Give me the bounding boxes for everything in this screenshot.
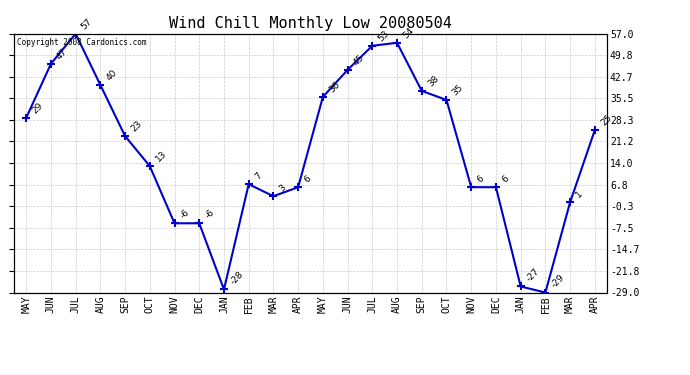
Text: 29: 29 xyxy=(30,101,45,115)
Text: 3: 3 xyxy=(277,183,288,194)
Text: 47: 47 xyxy=(55,46,70,61)
Text: 25: 25 xyxy=(599,113,613,127)
Text: 23: 23 xyxy=(129,119,144,133)
Text: 35: 35 xyxy=(451,82,465,97)
Text: 45: 45 xyxy=(352,53,366,67)
Text: 6: 6 xyxy=(500,174,511,184)
Text: 1: 1 xyxy=(574,189,584,200)
Text: -6: -6 xyxy=(179,208,191,220)
Text: -27: -27 xyxy=(525,267,542,284)
Text: -28: -28 xyxy=(228,270,245,287)
Text: 36: 36 xyxy=(327,80,342,94)
Text: 6: 6 xyxy=(475,174,486,184)
Text: 54: 54 xyxy=(401,26,415,40)
Text: 6: 6 xyxy=(302,174,313,184)
Title: Wind Chill Monthly Low 20080504: Wind Chill Monthly Low 20080504 xyxy=(169,16,452,31)
Text: 57: 57 xyxy=(80,16,95,31)
Text: 40: 40 xyxy=(104,68,119,82)
Text: -6: -6 xyxy=(204,208,216,220)
Text: 53: 53 xyxy=(377,28,391,43)
Text: -29: -29 xyxy=(549,273,566,290)
Text: 38: 38 xyxy=(426,74,440,88)
Text: 7: 7 xyxy=(253,171,264,182)
Text: 13: 13 xyxy=(154,149,168,164)
Text: Copyright 2008 Cardonics.com: Copyright 2008 Cardonics.com xyxy=(17,38,146,46)
